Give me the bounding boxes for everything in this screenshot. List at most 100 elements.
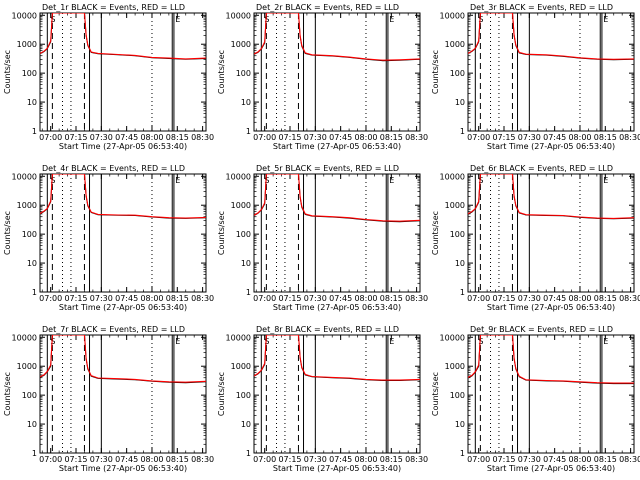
x-tick-label: 08:00 [354, 294, 377, 303]
marker-label-s: S [50, 176, 55, 185]
marker-label-s: S [264, 15, 269, 24]
x-tick-label: 08:15 [594, 294, 617, 303]
x-tick-label: 07:45 [329, 294, 352, 303]
y-tick-label: 10000 [440, 333, 465, 342]
y-tick-label: 10 [241, 98, 251, 107]
x-tick-label: 08:00 [568, 294, 591, 303]
y-tick-label: 100 [22, 69, 37, 78]
x-axis-label: Start Time (27-Apr-05 06:53:40) [273, 303, 401, 312]
detector-panel-6: Det_6r BLACK = Events, RED = LLD 1 10 100 10… [431, 164, 640, 312]
events-series-line [254, 174, 420, 223]
panel-title: Det_2r BLACK = Events, RED = LLD [256, 3, 399, 12]
y-tick-label: 10 [241, 420, 251, 429]
y-tick-label: 1000 [17, 362, 37, 371]
marker-label-e: E [603, 176, 608, 185]
x-tick-label: 08:00 [354, 455, 377, 464]
y-tick-label: 1 [32, 449, 37, 458]
x-tick-label: 07:00 [467, 294, 490, 303]
y-axis-label: Counts/sec [431, 50, 440, 94]
x-tick-label: 08:30 [619, 133, 640, 142]
events-series-line [468, 13, 634, 61]
detector-panel-5: Det_5r BLACK = Events, RED = LLD 1 10 100 10… [217, 164, 428, 312]
y-tick-label: 10 [455, 98, 465, 107]
x-tick-label: 07:45 [115, 294, 138, 303]
events-series-line [468, 174, 634, 220]
x-tick-label: 08:15 [594, 133, 617, 142]
plot-frame [253, 173, 421, 293]
x-tick-label: 07:15 [492, 133, 515, 142]
y-tick-label: 10 [27, 420, 37, 429]
lld-series-line [254, 335, 420, 381]
y-axis-label: Counts/sec [217, 211, 226, 255]
detector-panel-2: Det_2r BLACK = Events, RED = LLD 1 10 100 10… [217, 3, 428, 151]
x-tick-label: 08:15 [380, 133, 403, 142]
y-tick-label: 1 [460, 127, 465, 136]
y-tick-label: 10 [241, 259, 251, 268]
y-tick-label: 100 [236, 391, 251, 400]
x-tick-label: 08:00 [568, 133, 591, 142]
x-axis-label: Start Time (27-Apr-05 06:53:40) [273, 142, 401, 151]
x-tick-label: 07:30 [518, 133, 541, 142]
plot-frame [39, 334, 207, 454]
x-tick-label: 08:00 [140, 133, 163, 142]
y-tick-label: 10 [455, 420, 465, 429]
lld-series-line [40, 13, 206, 60]
y-tick-label: 10000 [226, 11, 251, 20]
y-tick-label: 1 [460, 449, 465, 458]
marker-label-e: E [603, 337, 608, 346]
y-tick-label: 10 [455, 259, 465, 268]
panel-title: Det_3r BLACK = Events, RED = LLD [470, 3, 613, 12]
x-tick-label: 08:30 [405, 294, 428, 303]
marker-label-e: E [175, 176, 180, 185]
panel-title: Det_5r BLACK = Events, RED = LLD [256, 164, 399, 173]
x-tick-label: 07:15 [64, 294, 87, 303]
marker-label-s: S [264, 176, 269, 185]
y-tick-label: 100 [236, 69, 251, 78]
y-tick-label: 1 [246, 127, 251, 136]
y-axis-label: Counts/sec [217, 372, 226, 416]
x-tick-label: 07:15 [278, 133, 301, 142]
x-tick-label: 07:00 [467, 133, 490, 142]
x-tick-label: 07:30 [304, 133, 327, 142]
detector-panel-9: Det_9r BLACK = Events, RED = LLD 1 10 100 10… [431, 325, 640, 473]
x-tick-label: 08:30 [191, 294, 214, 303]
y-tick-label: 10000 [12, 172, 37, 181]
x-tick-label: 07:30 [90, 133, 113, 142]
x-axis-label: Start Time (27-Apr-05 06:53:40) [59, 303, 187, 312]
plot-frame [467, 12, 635, 132]
x-tick-label: 07:45 [543, 133, 566, 142]
y-axis-label: Counts/sec [217, 50, 226, 94]
y-tick-label: 10000 [226, 333, 251, 342]
events-series-line [254, 13, 420, 62]
y-tick-label: 1000 [231, 201, 251, 210]
plot-frame [39, 12, 207, 132]
x-tick-label: 08:30 [405, 455, 428, 464]
lld-series-line [40, 335, 206, 383]
marker-label-s: S [50, 15, 55, 24]
y-tick-label: 10000 [12, 11, 37, 20]
x-tick-label: 07:45 [115, 133, 138, 142]
plot-frame [39, 173, 207, 293]
y-tick-label: 1000 [445, 362, 465, 371]
x-tick-label: 07:15 [64, 455, 87, 464]
marker-label-e: E [175, 15, 180, 24]
events-series-line [254, 335, 420, 381]
x-tick-label: 07:45 [543, 294, 566, 303]
marker-label-s: S [478, 15, 483, 24]
x-tick-label: 07:30 [304, 294, 327, 303]
marker-label-s: S [50, 337, 55, 346]
y-tick-label: 10000 [226, 172, 251, 181]
x-tick-label: 08:00 [140, 455, 163, 464]
y-tick-label: 100 [450, 391, 465, 400]
y-tick-label: 10000 [440, 172, 465, 181]
x-tick-label: 07:45 [329, 133, 352, 142]
plot-frame [467, 173, 635, 293]
detector-panel-3: Det_3r BLACK = Events, RED = LLD 1 10 100 10… [431, 3, 640, 151]
y-tick-label: 10 [27, 259, 37, 268]
lld-series-line [468, 13, 634, 60]
y-tick-label: 100 [450, 230, 465, 239]
x-tick-label: 07:45 [329, 455, 352, 464]
detector-panel-1: Det_1r BLACK = Events, RED = LLD 1 10 100 10… [3, 3, 214, 151]
x-tick-label: 08:00 [568, 455, 591, 464]
x-tick-label: 07:45 [115, 455, 138, 464]
